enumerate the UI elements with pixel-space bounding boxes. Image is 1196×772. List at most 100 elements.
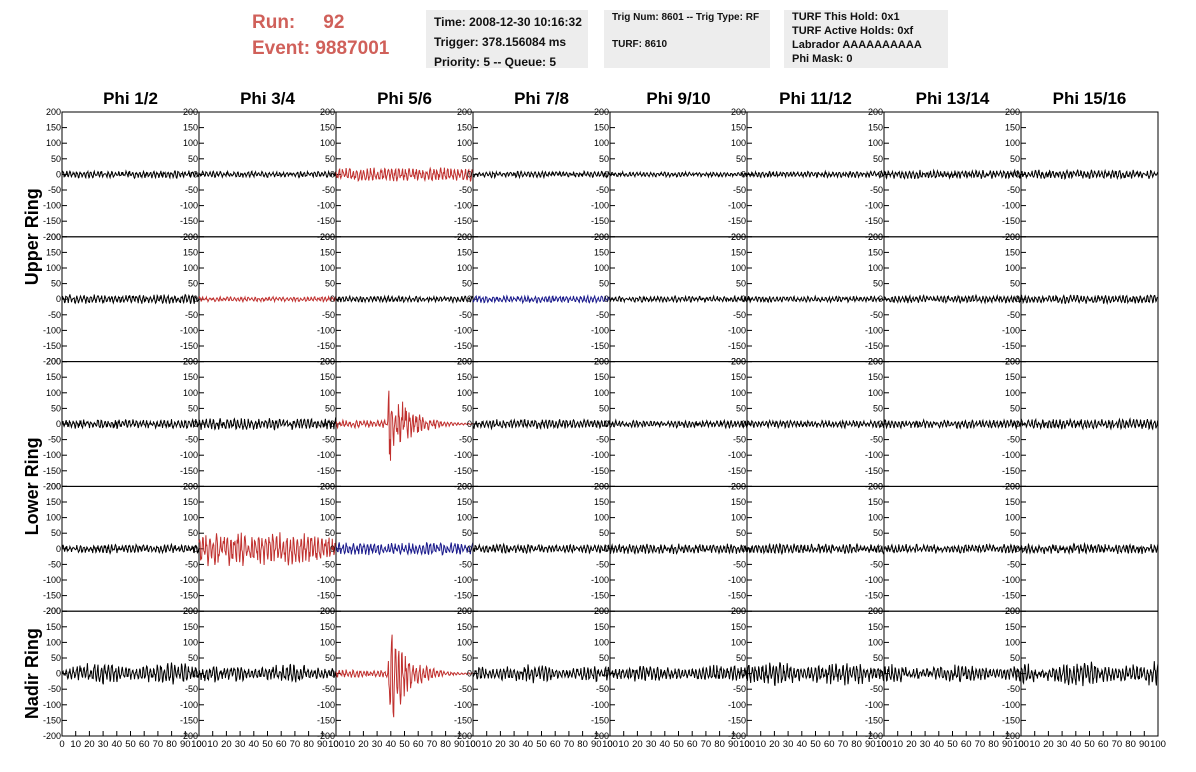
x-tick-label: 40: [523, 739, 534, 750]
y-tick-label: 50: [325, 403, 335, 413]
y-tick-label: 150: [457, 247, 472, 257]
y-tick-label: 100: [457, 637, 472, 647]
x-tick-label: 80: [988, 739, 999, 750]
y-tick-label: 150: [868, 123, 883, 133]
y-tick-label: 0: [330, 169, 335, 179]
y-tick-label: -100: [728, 700, 746, 710]
y-tick-label: 100: [594, 388, 609, 398]
x-tick-label: 70: [1112, 739, 1123, 750]
y-tick-label: 200: [868, 357, 883, 367]
y-tick-label: -150: [180, 591, 198, 601]
x-tick-label: 50: [262, 739, 273, 750]
y-tick-label: 0: [467, 669, 472, 679]
priority-text: Priority: 5 -- Queue: 5: [434, 55, 557, 69]
y-tick-label: -100: [728, 575, 746, 585]
x-tick-label: 60: [550, 739, 561, 750]
y-tick-label: -50: [459, 435, 472, 445]
y-tick-label: -50: [1007, 310, 1020, 320]
y-tick-label: -150: [865, 715, 883, 725]
y-tick-label: 200: [868, 232, 883, 242]
y-tick-label: -150: [43, 591, 61, 601]
y-tick-label: 150: [731, 247, 746, 257]
y-tick-label: 50: [462, 279, 472, 289]
x-tick-label: 80: [166, 739, 177, 750]
x-tick-label: 0: [196, 739, 201, 750]
y-tick-label: 0: [467, 419, 472, 429]
y-tick-label: 50: [1010, 154, 1020, 164]
y-tick-label: 150: [46, 372, 61, 382]
y-tick-label: 50: [325, 154, 335, 164]
y-tick-label: -100: [454, 700, 472, 710]
y-tick-label: -50: [733, 559, 746, 569]
y-tick-label: -100: [43, 325, 61, 335]
y-tick-label: -50: [322, 435, 335, 445]
y-tick-label: 150: [183, 247, 198, 257]
y-tick-label: -200: [43, 606, 61, 616]
y-tick-label: 150: [457, 497, 472, 507]
y-tick-label: 150: [183, 372, 198, 382]
y-tick-label: -50: [48, 310, 61, 320]
waveform-trace: [61, 542, 200, 555]
y-tick-label: -100: [43, 700, 61, 710]
y-tick-label: 50: [462, 403, 472, 413]
y-tick-label: 0: [878, 669, 883, 679]
y-tick-label: -50: [596, 435, 609, 445]
x-tick-label: 10: [70, 739, 81, 750]
y-tick-label: -50: [1007, 185, 1020, 195]
y-tick-label: -50: [1007, 559, 1020, 569]
x-tick-label: 90: [865, 739, 876, 750]
y-tick-label: 150: [731, 497, 746, 507]
y-tick-label: 0: [56, 294, 61, 304]
y-tick-label: -150: [865, 216, 883, 226]
waveform-trace: [883, 293, 1022, 305]
y-tick-label: 150: [868, 622, 883, 632]
x-tick-label: 60: [824, 739, 835, 750]
y-tick-label: 100: [868, 263, 883, 273]
y-tick-label: -100: [591, 201, 609, 211]
y-tick-label: 150: [457, 622, 472, 632]
y-tick-label: -50: [459, 559, 472, 569]
y-tick-label: -150: [1002, 216, 1020, 226]
waveform-trace: [1020, 661, 1159, 687]
y-tick-label: 50: [1010, 528, 1020, 538]
y-tick-label: 150: [320, 247, 335, 257]
x-tick-label: 30: [98, 739, 109, 750]
y-tick-label: 200: [183, 481, 198, 491]
y-tick-label: 0: [467, 169, 472, 179]
y-tick-label: -150: [728, 341, 746, 351]
x-tick-label: 70: [427, 739, 438, 750]
waveform-trace: [746, 418, 885, 430]
y-tick-label: 150: [1005, 247, 1020, 257]
y-tick-label: -100: [180, 700, 198, 710]
y-tick-label: 150: [731, 123, 746, 133]
y-tick-label: 50: [599, 154, 609, 164]
x-tick-label: 60: [413, 739, 424, 750]
y-tick-label: -50: [596, 185, 609, 195]
y-tick-label: -100: [728, 325, 746, 335]
y-tick-label: 100: [320, 637, 335, 647]
y-tick-label: 200: [46, 606, 61, 616]
y-tick-label: 0: [604, 419, 609, 429]
y-tick-label: -50: [459, 310, 472, 320]
y-tick-label: -50: [870, 310, 883, 320]
y-tick-label: 0: [1015, 419, 1020, 429]
y-tick-label: 200: [1005, 481, 1020, 491]
y-tick-label: 50: [736, 653, 746, 663]
y-tick-label: -150: [728, 715, 746, 725]
y-tick-label: -200: [454, 731, 472, 741]
y-tick-label: 200: [1005, 606, 1020, 616]
x-tick-label: 60: [961, 739, 972, 750]
y-tick-label: 50: [736, 403, 746, 413]
x-tick-label: 80: [577, 739, 588, 750]
y-tick-label: 100: [457, 513, 472, 523]
x-tick-label: 60: [139, 739, 150, 750]
y-tick-label: 50: [873, 653, 883, 663]
x-tick-label: 0: [1018, 739, 1023, 750]
x-tick-label: 30: [920, 739, 931, 750]
y-tick-label: 150: [46, 622, 61, 632]
y-tick-label: 200: [320, 481, 335, 491]
x-tick-label: 10: [1029, 739, 1040, 750]
y-tick-label: -100: [180, 450, 198, 460]
y-tick-label: 50: [599, 653, 609, 663]
y-tick-label: 100: [868, 637, 883, 647]
